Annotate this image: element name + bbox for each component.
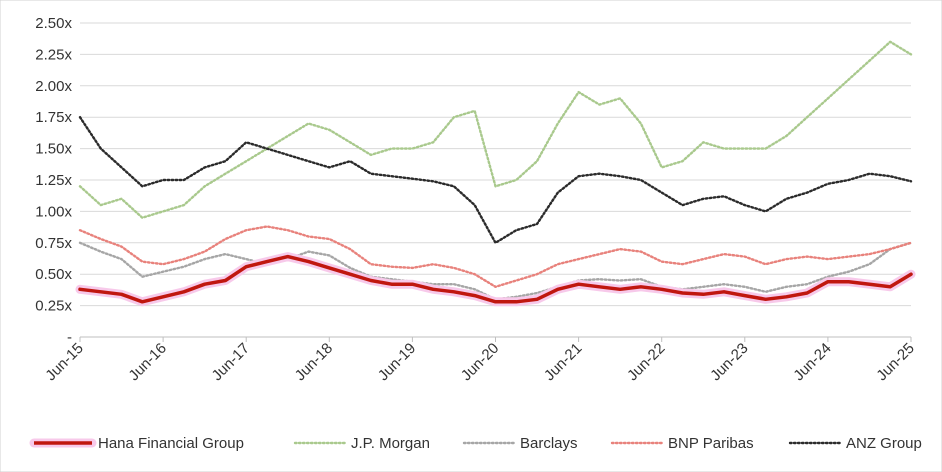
y-tick-label: 1.00x bbox=[35, 203, 72, 220]
y-tick-label: 1.50x bbox=[35, 141, 72, 158]
y-tick-label: 0.75x bbox=[35, 235, 72, 252]
legend-label-hana-financial-group: Hana Financial Group bbox=[98, 435, 244, 452]
y-tick-label: - bbox=[67, 329, 72, 346]
y-tick-label: 0.25x bbox=[35, 298, 72, 315]
y-axis-tick-labels: - 0.25x 0.50x 0.75x 1.00x 1.25x 1.50x 1.75x 2.00… bbox=[35, 15, 72, 346]
y-tick-label: 2.50x bbox=[35, 15, 72, 32]
legend-label-bnp-paribas: BNP Paribas bbox=[668, 435, 754, 452]
series-line-hana-financial-group bbox=[78, 254, 913, 304]
legend-label-anz-group: ANZ Group bbox=[846, 435, 922, 452]
y-tick-label: 1.75x bbox=[35, 109, 72, 126]
y-tick-label: 0.50x bbox=[35, 266, 72, 283]
y-tick-label: 1.25x bbox=[35, 172, 72, 189]
y-tick-label: 2.25x bbox=[35, 46, 72, 63]
series-line-bnp-paribas bbox=[78, 225, 913, 288]
legend-label-barclays: Barclays bbox=[520, 435, 578, 452]
legend-label-j-p-morgan: J.P. Morgan bbox=[351, 435, 430, 452]
series-line-anz-group bbox=[78, 115, 913, 245]
y-tick-label: 2.00x bbox=[35, 78, 72, 95]
series-line-j-p-morgan bbox=[78, 40, 913, 219]
series-lines bbox=[75, 40, 916, 307]
legend: Hana Financial Group J.P. Morgan Barclays B… bbox=[29, 435, 922, 452]
